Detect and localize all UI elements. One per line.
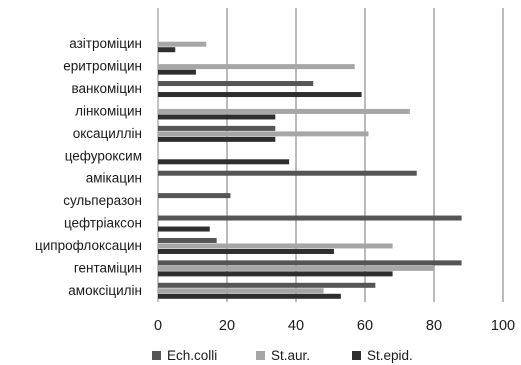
bar-10-series-1 bbox=[158, 237, 217, 243]
category-label: азітроміцин bbox=[69, 36, 142, 51]
category-label: амоксіцилін bbox=[68, 283, 142, 298]
category-label: амікацин bbox=[86, 171, 142, 186]
bar-12-series-1 bbox=[158, 282, 376, 288]
legend-label: St.epid. bbox=[367, 348, 413, 363]
bar-4-series-2 bbox=[158, 108, 410, 114]
bar-10-series-3 bbox=[158, 248, 334, 254]
x-tick-label: 0 bbox=[154, 318, 162, 334]
legend-label: St.aur. bbox=[271, 348, 310, 363]
bar-10-series-2 bbox=[158, 243, 393, 249]
category-label: цефтріаксон bbox=[64, 216, 142, 231]
x-tick-label: 80 bbox=[426, 318, 442, 334]
bar-9-series-3 bbox=[158, 226, 210, 232]
category-label: сульперазон bbox=[63, 193, 142, 208]
x-tick-label: 40 bbox=[288, 318, 304, 334]
category-label: ванкоміцин bbox=[71, 81, 142, 96]
legend-swatch bbox=[152, 351, 161, 360]
bar-1-series-3 bbox=[158, 47, 176, 53]
bar-9-series-1 bbox=[158, 215, 462, 221]
bar-5-series-3 bbox=[158, 136, 276, 142]
bar-5-series-1 bbox=[158, 125, 276, 131]
bar-11-series-2 bbox=[158, 265, 434, 271]
legend-label: Ech.colli bbox=[167, 348, 217, 363]
bars bbox=[158, 41, 462, 299]
category-labels: азітроміцин еритроміцин ванкоміцин лінкоміц… bbox=[35, 36, 142, 298]
category-label: цефуроксим bbox=[65, 148, 142, 163]
bar-2-series-3 bbox=[158, 69, 196, 75]
legend-swatch bbox=[256, 351, 265, 360]
category-label: оксациллін bbox=[73, 126, 142, 141]
bar-3-series-3 bbox=[158, 92, 362, 98]
bar-8-series-1 bbox=[158, 193, 231, 199]
x-tick-label: 100 bbox=[491, 318, 515, 334]
x-tick-label: 60 bbox=[357, 318, 373, 334]
bar-11-series-3 bbox=[158, 271, 393, 277]
bar-6-series-3 bbox=[158, 159, 290, 165]
x-tick-label: 20 bbox=[219, 318, 235, 334]
bar-5-series-2 bbox=[158, 131, 369, 137]
category-label: гентаміцин bbox=[74, 260, 142, 275]
bar-1-series-2 bbox=[158, 41, 207, 47]
bar-12-series-3 bbox=[158, 293, 341, 299]
bar-7-series-1 bbox=[158, 170, 417, 176]
bar-11-series-1 bbox=[158, 260, 462, 266]
legend: Ech.colli St.aur. St.epid. bbox=[152, 348, 413, 363]
bar-4-series-3 bbox=[158, 114, 276, 120]
category-label: лінкоміцин bbox=[75, 103, 142, 118]
category-label: ципрофлоксацин bbox=[35, 238, 142, 253]
bar-12-series-2 bbox=[158, 288, 324, 294]
category-label: еритроміцин bbox=[63, 59, 142, 74]
x-tick-labels: 0 20 40 60 80 100 bbox=[154, 318, 515, 334]
legend-swatch bbox=[352, 351, 361, 360]
bar-3-series-1 bbox=[158, 81, 314, 87]
bar-2-series-2 bbox=[158, 64, 355, 70]
grid-lines bbox=[157, 8, 504, 302]
